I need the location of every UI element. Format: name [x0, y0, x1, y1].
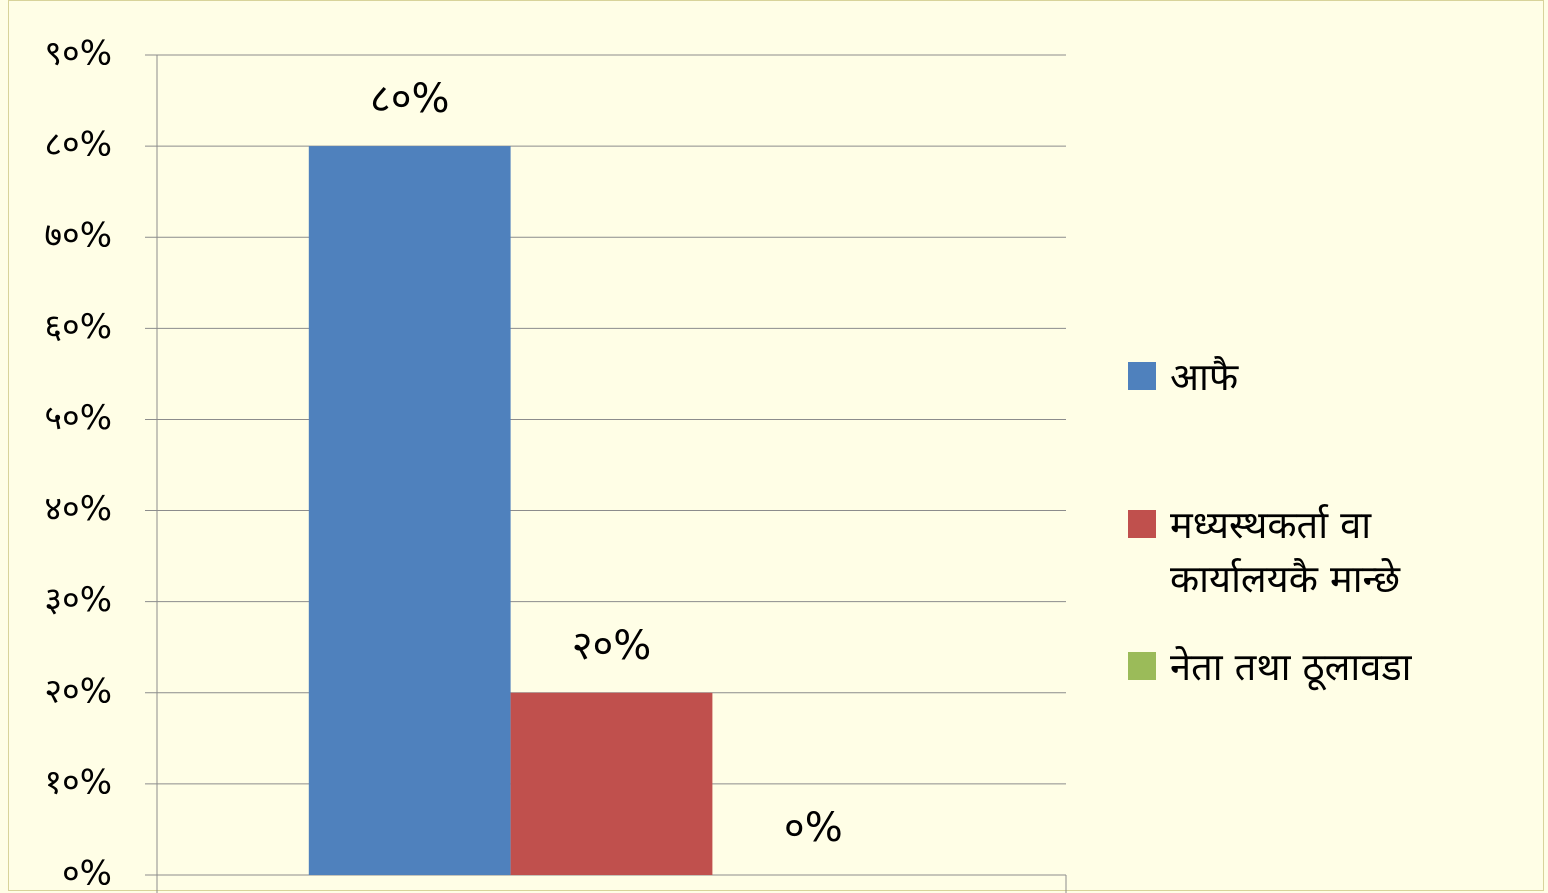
legend-swatch [1128, 362, 1156, 390]
legend-item: आफै [1128, 350, 1538, 404]
bar [308, 146, 511, 876]
y-tick-label: ७०% [44, 216, 112, 256]
y-tick-label: १०% [44, 762, 112, 802]
y-tick-label: २०% [44, 671, 112, 711]
data-label: ०% [784, 805, 843, 851]
legend-label: मध्यस्थकर्ता वा कार्यालयकै मान्छे [1170, 503, 1401, 601]
chart-frame [8, 0, 1544, 891]
legend-swatch [1128, 652, 1156, 680]
y-tick-label: ३०% [44, 580, 112, 620]
y-tick-label: ८०% [44, 125, 112, 165]
y-tick-label: ५०% [44, 398, 112, 438]
legend-label: आफै [1170, 355, 1239, 399]
legend-swatch [1128, 510, 1156, 538]
y-tick-label: ४०% [44, 489, 112, 529]
data-label: २०% [572, 623, 652, 669]
y-tick-label: ६०% [44, 307, 112, 347]
legend-item: नेता तथा ठूलावडा [1128, 640, 1538, 694]
data-label: ८०% [370, 76, 450, 122]
legend-item: मध्यस्थकर्ता वा कार्यालयकै मान्छे [1128, 498, 1538, 606]
legend-label: नेता तथा ठूलावडा [1170, 645, 1412, 689]
y-tick-label: ९०% [44, 34, 112, 74]
bar [510, 692, 713, 875]
y-tick-label: ०% [62, 854, 112, 893]
